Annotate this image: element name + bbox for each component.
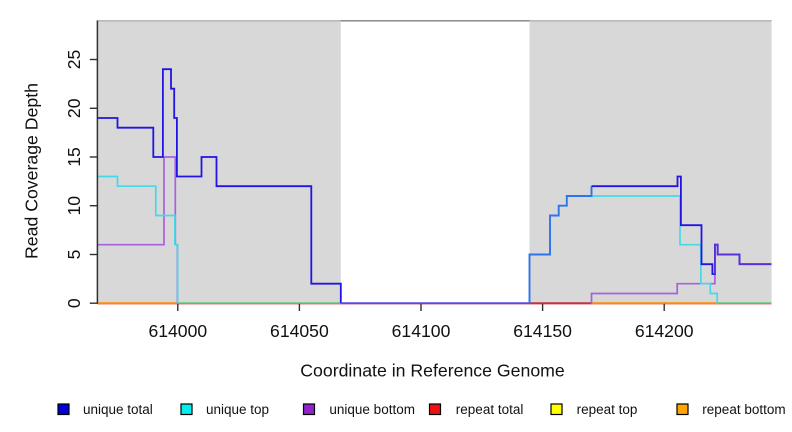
svg-text:repeat total: repeat total bbox=[456, 402, 524, 417]
svg-text:614000: 614000 bbox=[148, 321, 207, 341]
svg-text:unique total: unique total bbox=[83, 402, 153, 417]
svg-text:614050: 614050 bbox=[270, 321, 329, 341]
svg-text:5: 5 bbox=[64, 249, 84, 259]
svg-text:614100: 614100 bbox=[392, 321, 451, 341]
svg-text:20: 20 bbox=[64, 98, 84, 118]
svg-text:unique top: unique top bbox=[206, 402, 269, 417]
svg-text:614200: 614200 bbox=[635, 321, 694, 341]
svg-text:Read Coverage Depth: Read Coverage Depth bbox=[22, 83, 42, 259]
svg-text:25: 25 bbox=[64, 50, 84, 70]
svg-text:repeat top: repeat top bbox=[577, 402, 638, 417]
svg-text:repeat bottom: repeat bottom bbox=[702, 402, 785, 417]
svg-text:10: 10 bbox=[64, 196, 84, 216]
svg-text:15: 15 bbox=[64, 147, 84, 167]
svg-text:unique bottom: unique bottom bbox=[329, 402, 415, 417]
svg-text:0: 0 bbox=[64, 298, 84, 308]
svg-text:Coordinate in Reference Genome: Coordinate in Reference Genome bbox=[300, 361, 565, 381]
svg-text:614150: 614150 bbox=[513, 321, 572, 341]
